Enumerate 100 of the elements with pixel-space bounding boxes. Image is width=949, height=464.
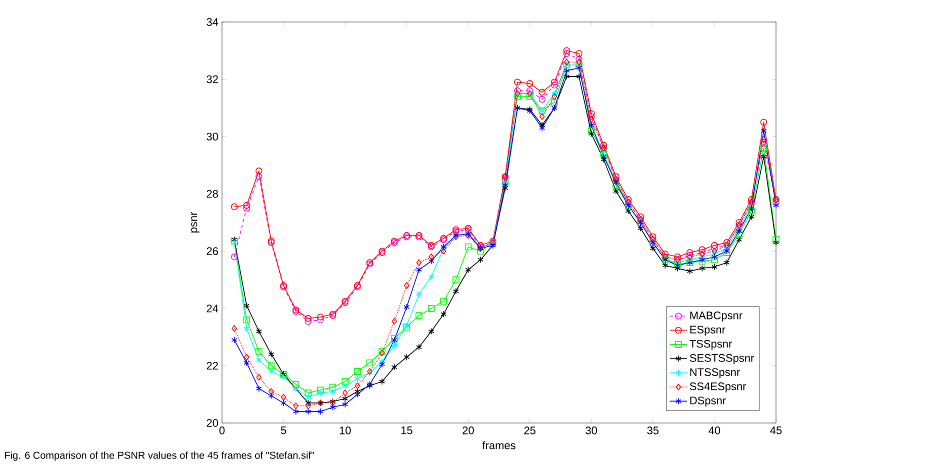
point (760, 153, 767, 160)
point (416, 312, 422, 319)
x-tick-label: 30 (586, 426, 598, 434)
point (379, 360, 386, 368)
point (354, 382, 360, 390)
point (342, 395, 348, 402)
point (306, 402, 311, 410)
legend-label: TSSpsnr (690, 340, 732, 350)
point (539, 124, 546, 132)
point (662, 262, 668, 269)
point (416, 290, 422, 298)
point (736, 228, 742, 234)
point (244, 325, 250, 332)
point (624, 196, 632, 203)
point (440, 298, 448, 305)
y-axis-title: psnr (191, 212, 200, 232)
y-tick-label: 32 (206, 75, 218, 84)
point (662, 250, 669, 258)
point (440, 310, 447, 318)
point (379, 378, 386, 385)
point (268, 368, 274, 375)
point (612, 188, 619, 194)
point (588, 113, 595, 120)
x-tick-label: 5 (280, 426, 286, 434)
point (736, 236, 742, 244)
point (342, 390, 348, 396)
point (600, 156, 607, 163)
point (526, 80, 534, 87)
point (465, 266, 472, 274)
point (551, 82, 558, 88)
point (280, 400, 287, 406)
point (576, 50, 582, 57)
point (539, 113, 545, 120)
point (723, 239, 730, 246)
point (404, 304, 410, 310)
x-tick-label: 0 (219, 426, 225, 434)
point (354, 375, 360, 382)
point (244, 359, 250, 366)
point (576, 64, 582, 72)
point (576, 73, 582, 80)
point (354, 390, 360, 398)
x-tick-label: 40 (708, 426, 720, 434)
point (440, 248, 446, 255)
x-axis-title: frames (482, 441, 516, 450)
point (452, 276, 460, 284)
point (711, 256, 718, 264)
point (330, 388, 336, 395)
legend-label: SS4ESpsnr (690, 382, 746, 392)
point (772, 236, 780, 244)
point (760, 118, 768, 126)
point (304, 318, 312, 325)
point (612, 173, 620, 180)
point (748, 196, 755, 203)
point (711, 264, 718, 270)
legend-label: NTSSpsnr (690, 368, 740, 378)
point (318, 408, 324, 415)
legend-label: DSpsnr (690, 396, 726, 407)
point (232, 325, 237, 332)
point (563, 47, 570, 54)
point (686, 268, 693, 275)
point (625, 208, 632, 214)
point (342, 382, 348, 390)
point (342, 378, 349, 385)
point (268, 392, 274, 400)
point (686, 249, 694, 256)
y-tick-label: 22 (206, 362, 218, 370)
point (305, 400, 312, 406)
point (404, 282, 410, 289)
point (256, 173, 262, 180)
point (280, 374, 287, 381)
point (330, 404, 336, 411)
point (712, 248, 718, 255)
point (256, 348, 262, 355)
x-tick-label: 15 (401, 426, 412, 434)
point (244, 354, 250, 361)
point (551, 78, 558, 86)
point (243, 316, 250, 324)
point (428, 253, 434, 260)
point (428, 258, 434, 265)
point (391, 364, 398, 371)
point (552, 93, 558, 100)
point (268, 362, 275, 370)
point (761, 136, 766, 143)
point (416, 259, 422, 266)
point (256, 168, 262, 174)
point (329, 384, 336, 391)
point (538, 88, 546, 96)
point (304, 315, 312, 322)
point (600, 153, 607, 160)
point (404, 354, 410, 361)
point (748, 204, 754, 212)
point (256, 328, 262, 335)
point (773, 202, 780, 209)
point (514, 78, 521, 86)
legend-label: MABCpsnr (690, 312, 742, 322)
point (305, 408, 312, 415)
point (538, 96, 546, 103)
point (576, 58, 582, 66)
point (379, 358, 386, 365)
point (588, 116, 594, 123)
